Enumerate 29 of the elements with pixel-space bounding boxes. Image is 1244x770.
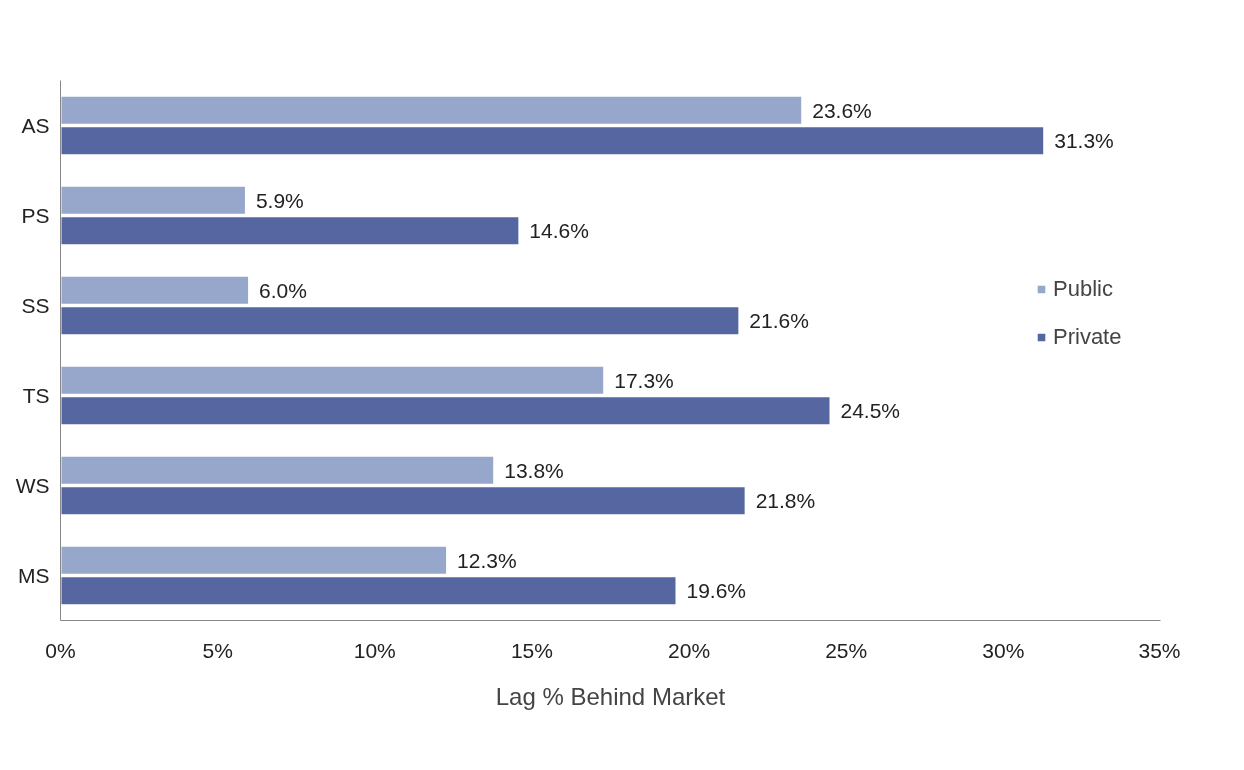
data-label: 14.6%: [529, 219, 589, 243]
data-label: 21.6%: [749, 309, 809, 333]
legend-label: Public: [1053, 276, 1113, 302]
data-label: 6.0%: [259, 278, 307, 302]
legend-label: Private: [1053, 324, 1122, 350]
x-tick-label: 25%: [825, 638, 868, 662]
x-tick-label: 35%: [1138, 638, 1181, 662]
x-tick-label: 0%: [45, 638, 76, 662]
y-tick-label: SS: [21, 294, 50, 317]
data-label: 5.9%: [255, 188, 304, 212]
x-tick-label: 5%: [202, 638, 233, 662]
x-tick-label: 15%: [510, 638, 553, 662]
y-tick-label: MS: [18, 564, 50, 587]
y-tick-label: PS: [21, 204, 50, 227]
data-label: 19.6%: [686, 579, 747, 603]
data-label: 17.3%: [614, 368, 674, 392]
data-label: 24.5%: [840, 399, 901, 423]
x-tick-label: 10%: [353, 638, 396, 662]
data-label: 23.6%: [812, 98, 872, 122]
y-tick-label: AS: [21, 114, 50, 137]
y-tick-label: WS: [15, 474, 50, 497]
data-label: 31.3%: [1054, 129, 1114, 153]
data-label: 13.8%: [504, 458, 564, 482]
data-label: 21.8%: [755, 489, 816, 513]
x-tick-label: 30%: [982, 638, 1025, 662]
data-label: 12.3%: [457, 548, 517, 572]
y-tick-label: TS: [22, 384, 50, 407]
x-axis-title: Lag % Behind Market: [495, 682, 726, 710]
x-tick-label: 20%: [668, 638, 711, 662]
